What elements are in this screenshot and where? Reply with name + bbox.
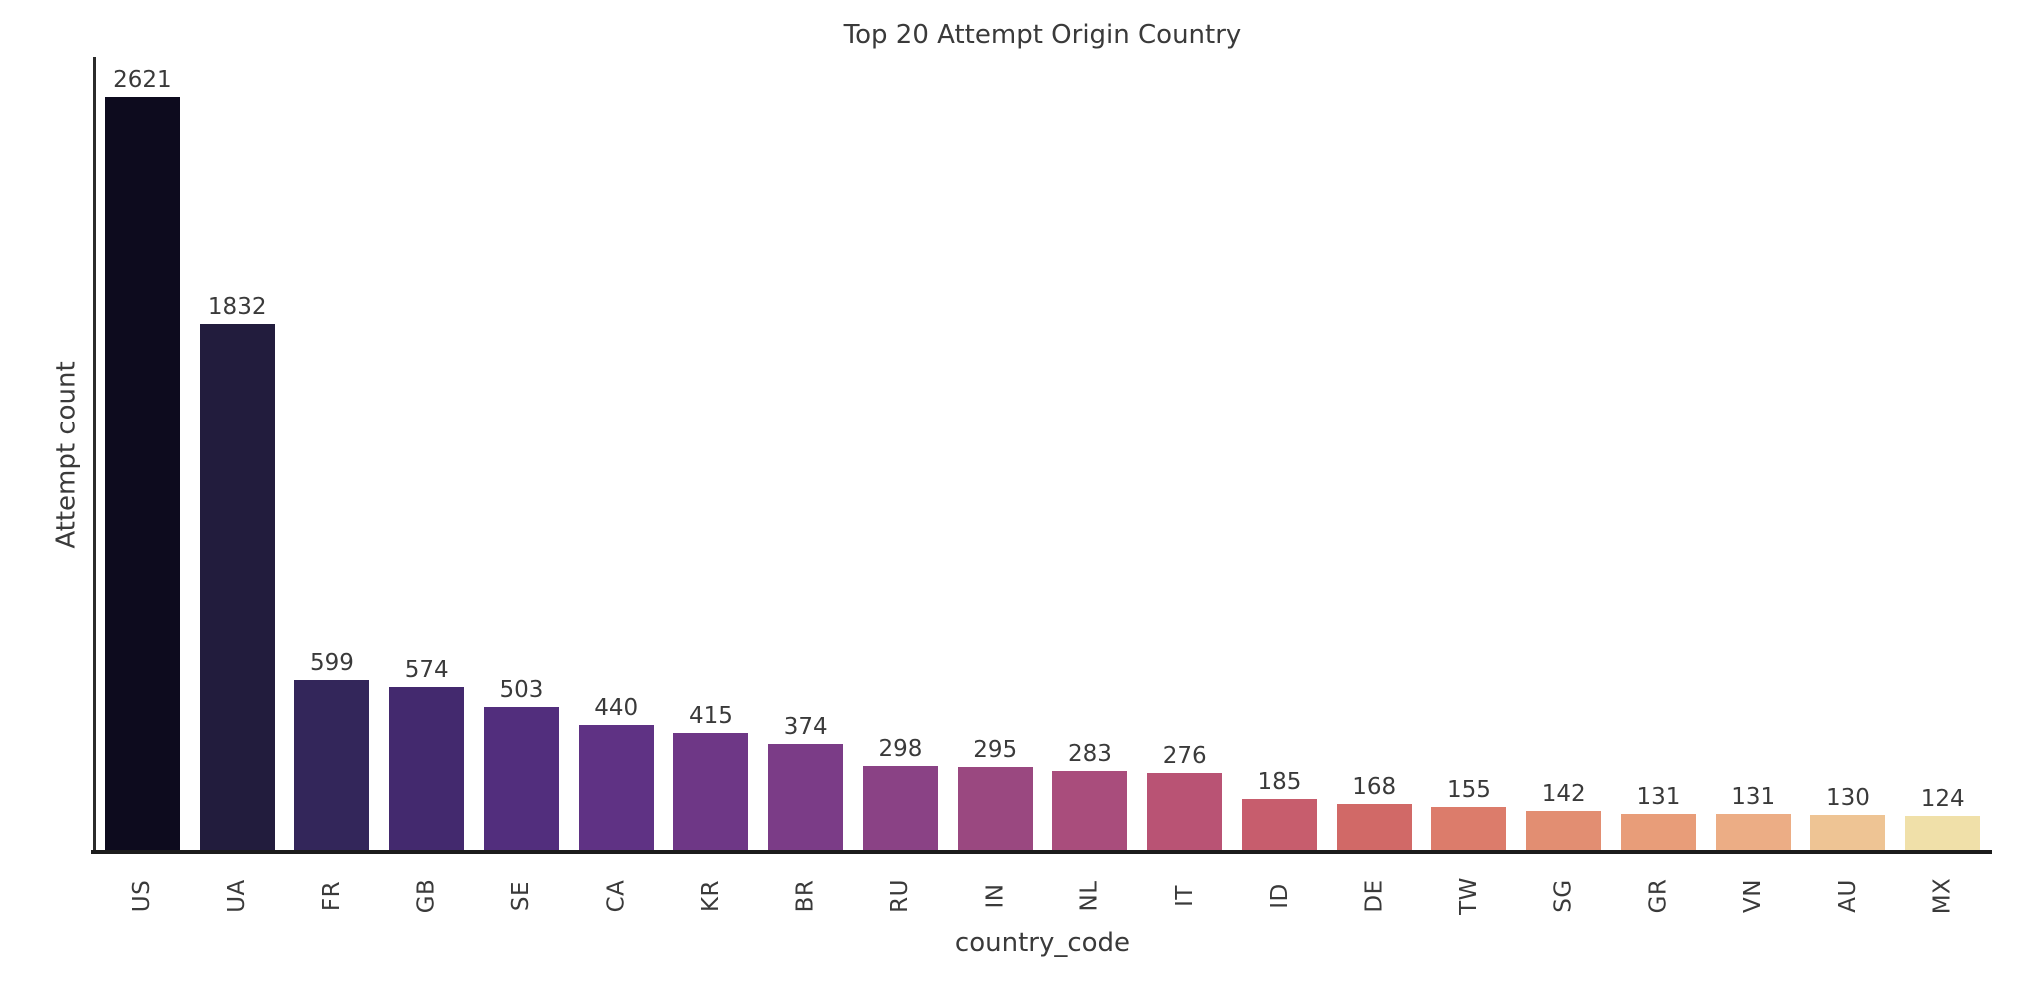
plot-area: 2621 1832 599 574 503 440 415 374 298 295 283 276 18… bbox=[91, 57, 1992, 854]
bar-value-label: 155 bbox=[1446, 777, 1491, 804]
x-tick-label: IT bbox=[1171, 885, 1198, 907]
bar bbox=[1431, 807, 1507, 852]
bar bbox=[104, 97, 180, 852]
bar bbox=[1336, 803, 1412, 852]
x-tick-label: GB bbox=[413, 878, 440, 914]
bar bbox=[1810, 814, 1886, 852]
x-tick-label: NL bbox=[1076, 880, 1103, 912]
x-tick-label: BR bbox=[792, 879, 819, 913]
bar bbox=[768, 744, 844, 852]
x-tick-label: DE bbox=[1361, 879, 1388, 913]
bar-value-label: 440 bbox=[594, 695, 639, 722]
bar-value-label: 599 bbox=[309, 649, 354, 676]
bar-value-label: 283 bbox=[1067, 740, 1112, 767]
bar-value-label: 131 bbox=[1636, 784, 1681, 811]
x-tick-label: US bbox=[129, 879, 156, 913]
bar bbox=[578, 725, 654, 852]
x-axis-label: country_code bbox=[954, 928, 1131, 958]
bar-value-label: 131 bbox=[1731, 784, 1776, 811]
bar-value-label: 142 bbox=[1541, 781, 1586, 808]
bar bbox=[673, 732, 749, 852]
bar-value-label: 185 bbox=[1257, 768, 1302, 795]
bar bbox=[957, 767, 1033, 852]
bar-value-label: 374 bbox=[783, 714, 828, 741]
bar-value-label: 574 bbox=[404, 656, 449, 683]
x-tick-label: VN bbox=[1740, 879, 1767, 913]
x-tick-label: ID bbox=[1266, 883, 1293, 909]
y-axis-spine bbox=[93, 57, 96, 854]
x-axis-spine bbox=[91, 850, 1992, 854]
bar-value-label: 298 bbox=[878, 736, 923, 763]
bar bbox=[1241, 798, 1317, 852]
bar bbox=[1905, 816, 1981, 852]
bar bbox=[862, 766, 938, 852]
x-tick-label: RU bbox=[887, 879, 914, 913]
bar bbox=[389, 686, 465, 852]
x-tick-label: SE bbox=[508, 880, 535, 912]
bar bbox=[1620, 814, 1696, 852]
x-tick-label: GR bbox=[1645, 878, 1672, 914]
bar-value-label: 276 bbox=[1162, 742, 1207, 769]
bar bbox=[483, 707, 559, 852]
bar-value-label: 295 bbox=[973, 737, 1018, 763]
x-tick-label: IN bbox=[982, 883, 1009, 909]
bar-value-label: 415 bbox=[688, 702, 733, 729]
x-tick-label: FR bbox=[318, 880, 345, 912]
bar bbox=[1052, 770, 1128, 852]
x-tick-label: AU bbox=[1834, 879, 1861, 913]
x-tick-label: SG bbox=[1550, 879, 1577, 913]
bar-value-label: 503 bbox=[499, 677, 544, 704]
x-tick-label: TW bbox=[1455, 877, 1482, 915]
x-tick-label: MX bbox=[1929, 877, 1956, 915]
x-tick-label: UA bbox=[224, 879, 251, 913]
bar-value-label: 2621 bbox=[113, 67, 172, 93]
y-axis-label: Attempt count bbox=[38, 57, 96, 852]
x-tick-labels: US UA FR GB SE CA KR BR RU IN NL IT ID DE TW SG GR VN AU MX bbox=[95, 866, 1990, 926]
chart-title: Top 20 Attempt Origin Country bbox=[843, 20, 1242, 50]
y-axis-label-text: Attempt count bbox=[52, 360, 83, 549]
bar bbox=[1526, 811, 1602, 852]
bar-value-label: 1832 bbox=[207, 294, 267, 321]
bars-container: 2621 1832 599 574 503 440 415 374 298 295 283 276 18… bbox=[95, 57, 1990, 852]
x-tick-label: CA bbox=[603, 879, 630, 913]
bar-value-label: 130 bbox=[1825, 784, 1870, 811]
bar bbox=[1147, 772, 1223, 852]
bar-value-label: 124 bbox=[1920, 786, 1965, 813]
bar bbox=[199, 324, 275, 852]
x-tick-label: KR bbox=[697, 879, 724, 913]
bar-value-label: 168 bbox=[1352, 773, 1397, 800]
bar bbox=[294, 679, 370, 852]
bar bbox=[1715, 814, 1791, 852]
